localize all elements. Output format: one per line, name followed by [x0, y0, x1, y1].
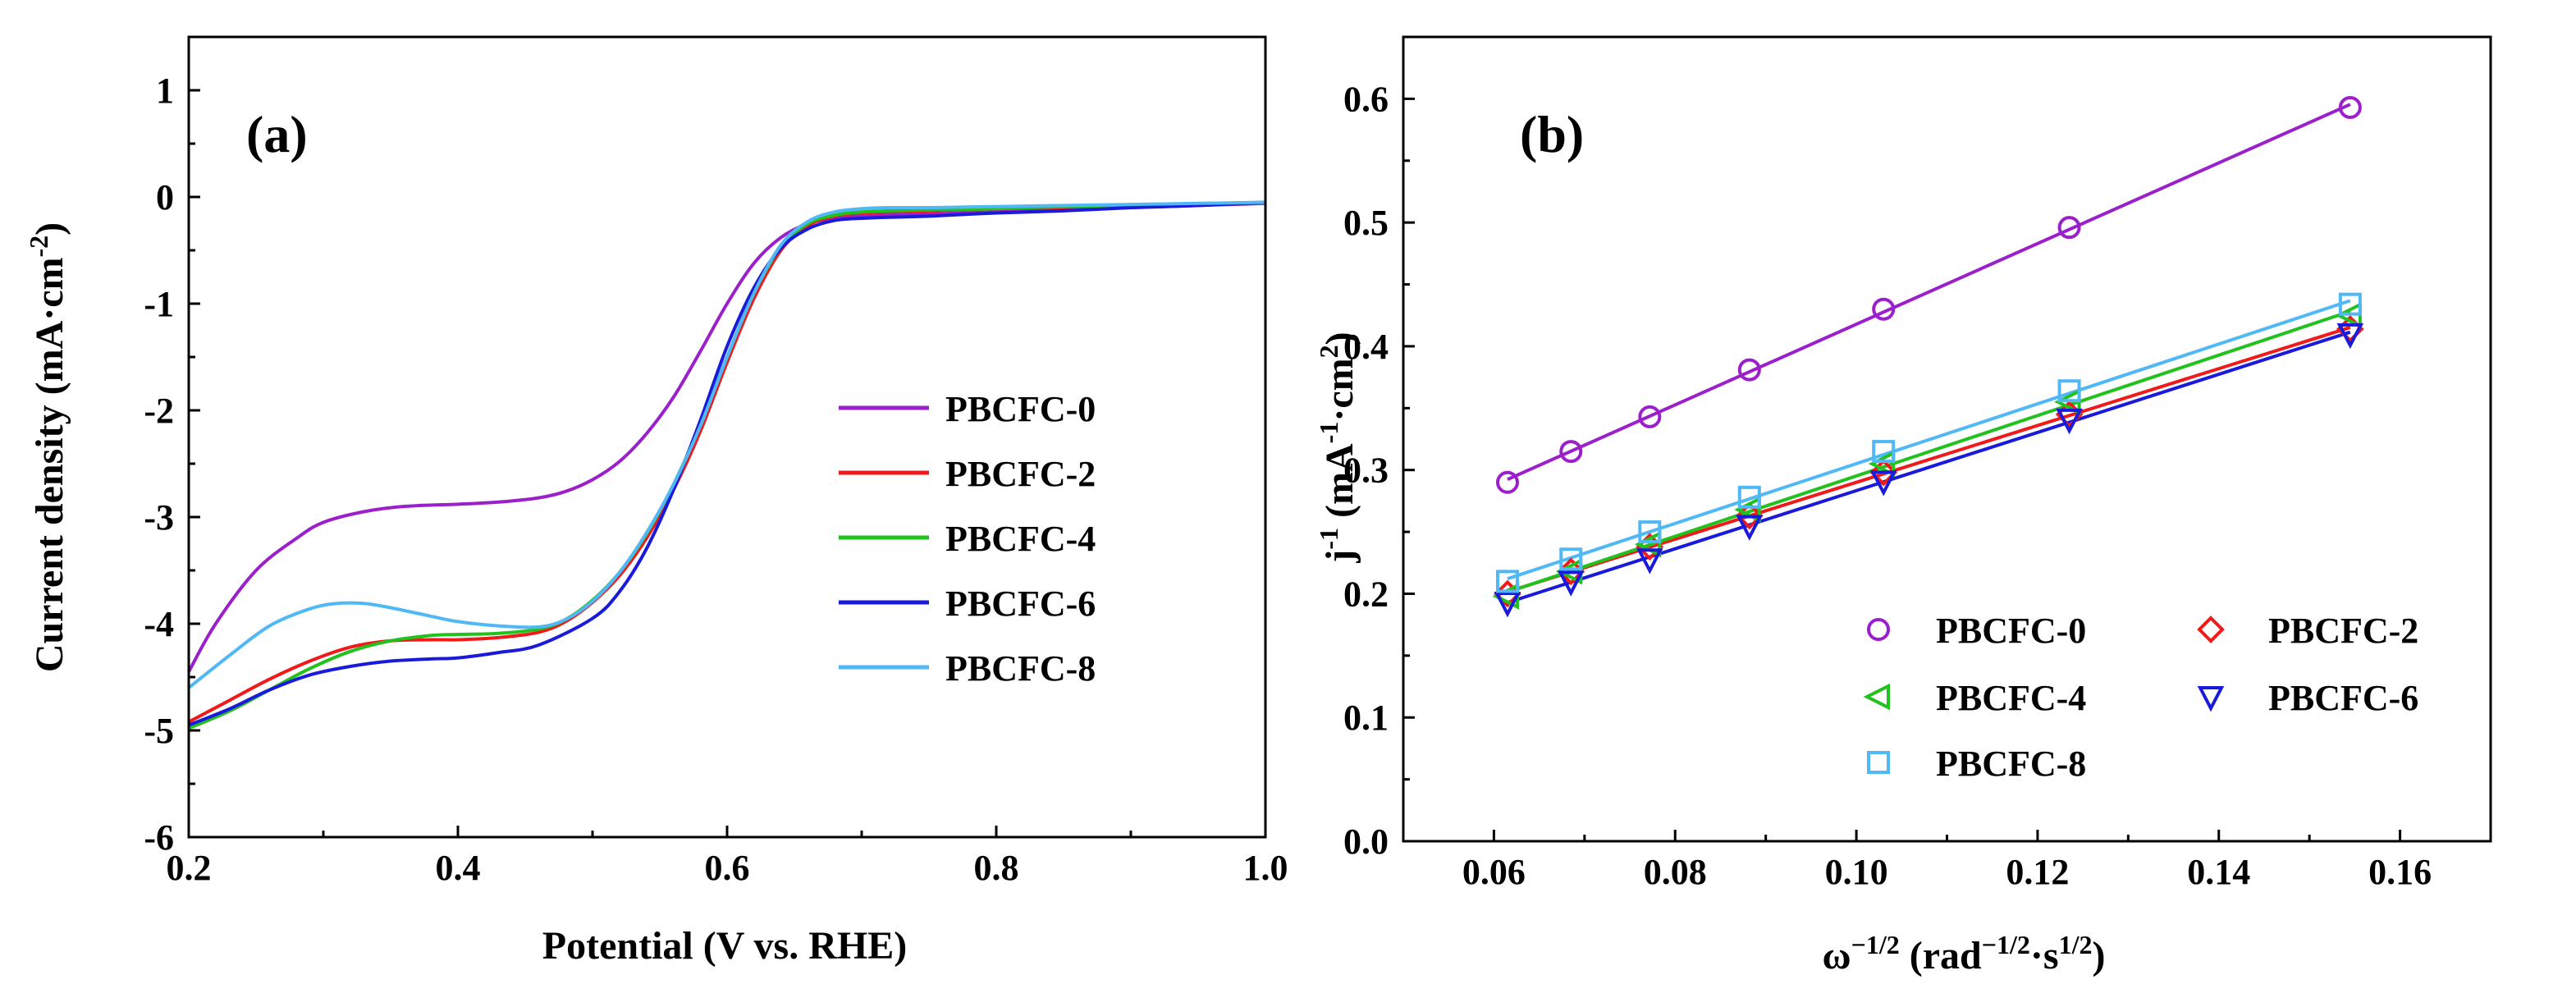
- fit-line-pbcfc-0: [1507, 103, 2351, 482]
- panel-a-lines: [187, 200, 1266, 730]
- fit-line-pbcfc-6: [1507, 330, 2351, 605]
- series-line-pbcfc-6: [188, 200, 1266, 727]
- legend-label: PBCFC-0: [1936, 611, 2086, 651]
- x-tick-label: 0.2: [167, 848, 212, 888]
- data-point-pbcfc-8: [1872, 440, 1896, 464]
- legend-label: PBCFC-8: [945, 648, 1096, 689]
- fit-line-pbcfc-4: [1507, 309, 2351, 594]
- panel-a-label: (a): [246, 105, 308, 163]
- y-tick-label: 0.4: [1343, 327, 1389, 367]
- x-tick-label: 1.0: [1243, 848, 1288, 888]
- data-point-pbcfc-6: [1736, 515, 1764, 541]
- panel-b-koutecky-levich-chart: j-1 (mA-1·cm2) ω−1/2 (rad−1/2·s1/2) (b) …: [1314, 35, 2492, 977]
- data-point-pbcfc-8: [1638, 520, 1662, 544]
- data-point-pbcfc-0: [1737, 358, 1761, 382]
- data-point-pbcfc-0: [1559, 440, 1583, 464]
- panel-b-label: (b): [1520, 105, 1584, 163]
- data-point-pbcfc-6: [1869, 470, 1897, 497]
- data-point-pbcfc-6: [1494, 592, 1521, 618]
- legend-label: PBCFC-6: [945, 584, 1096, 624]
- legend-label: PBCFC-2: [2268, 611, 2418, 651]
- series-line-pbcfc-8: [187, 200, 1266, 689]
- panel-a-y-axis-title: Current density (mA·cm-2): [24, 222, 71, 672]
- x-tick-label: 0.8: [974, 848, 1019, 888]
- data-point-pbcfc-6: [2336, 323, 2364, 350]
- legend-label: PBCFC-0: [945, 389, 1096, 429]
- y-tick-label: -4: [144, 604, 174, 644]
- fit-line-pbcfc-2: [1507, 326, 2351, 593]
- legend-marker: [2197, 686, 2225, 712]
- x-tick-label: 0.16: [2368, 852, 2432, 892]
- data-point-pbcfc-4: [1868, 450, 1896, 478]
- legend-marker: [1863, 683, 1890, 711]
- data-point-pbcfc-0: [2338, 95, 2362, 119]
- panel-a-x-axis-title: Potential (V vs. RHE): [542, 924, 907, 968]
- legend-marker: [1867, 751, 1890, 774]
- y-tick-label: -1: [144, 284, 174, 324]
- y-tick-label: 0.1: [1343, 698, 1389, 738]
- data-point-pbcfc-8: [1559, 547, 1583, 571]
- x-tick-label: 0.12: [2006, 852, 2069, 892]
- data-point-pbcfc-8: [2338, 292, 2362, 316]
- y-tick-label: 0.6: [1343, 79, 1389, 119]
- y-tick-label: 0.5: [1343, 203, 1389, 243]
- x-tick-label: 0.06: [1462, 852, 1526, 892]
- y-tick-label: -2: [144, 391, 174, 431]
- x-tick-label: 0.4: [436, 848, 481, 888]
- data-point-pbcfc-8: [1495, 570, 1519, 593]
- data-point-pbcfc-8: [2057, 379, 2081, 403]
- panel-a-lsv-chart: Current density (mA·cm-2) Potential (V v…: [24, 35, 1288, 968]
- panel-a-frame: [187, 35, 1267, 839]
- data-point-pbcfc-0: [1872, 297, 1896, 321]
- data-point-pbcfc-6: [1636, 548, 1663, 574]
- y-tick-label: -3: [144, 497, 174, 538]
- data-point-pbcfc-6: [1557, 570, 1585, 597]
- y-tick-label: 0: [156, 177, 174, 217]
- series-line-pbcfc-4: [188, 200, 1266, 730]
- y-tick-label: 0.2: [1343, 574, 1389, 614]
- y-tick-label: 0.0: [1343, 822, 1389, 862]
- panel-a-legend: PBCFC-0 PBCFC-2 PBCFC-4 PBCFC-6 PBCFC-8: [839, 389, 1096, 689]
- data-point-pbcfc-4: [1734, 496, 1761, 524]
- panel-b-fit-lines: [1507, 103, 2351, 605]
- x-tick-label: 0.6: [705, 848, 750, 888]
- panel-b-points: [1492, 95, 2364, 618]
- data-point-pbcfc-8: [1737, 485, 1761, 509]
- y-tick-label: 0.3: [1343, 451, 1389, 491]
- panel-b-y-axis-title: j-1 (mA-1·cm2): [1314, 332, 1361, 563]
- fit-line-pbcfc-8: [1507, 299, 2351, 581]
- legend-marker: [1867, 618, 1890, 641]
- legend-label: PBCFC-8: [1936, 744, 2086, 784]
- panel-b-x-axis-title: ω−1/2 (rad−1/2·s1/2): [1823, 930, 2106, 977]
- data-point-pbcfc-0: [1495, 470, 1519, 494]
- legend-label: PBCFC-6: [2268, 678, 2418, 718]
- panel-a-ticks: 0.2 0.4 0.6 0.8 1.0 -6 -5 -4 -3 -2 -1 0 1: [144, 35, 1288, 888]
- y-tick-label: 1: [156, 71, 174, 111]
- x-tick-label: 0.10: [1825, 852, 1888, 892]
- legend-label: PBCFC-2: [945, 454, 1096, 494]
- series-line-pbcfc-2: [188, 200, 1266, 724]
- legend-label: PBCFC-4: [1936, 678, 2086, 718]
- panel-b-frame: [1402, 35, 2492, 843]
- panel-b-legend: PBCFC-0 PBCFC-2 PBCFC-4 PBCFC-6 PBCFC-8: [1863, 611, 2418, 784]
- data-point-pbcfc-0: [2057, 216, 2081, 240]
- legend-marker: [2197, 616, 2225, 643]
- x-tick-label: 0.08: [1644, 852, 1707, 892]
- y-tick-label: -6: [144, 817, 174, 858]
- legend-label: PBCFC-4: [945, 519, 1096, 559]
- y-tick-label: -5: [144, 711, 174, 751]
- data-point-pbcfc-2: [1869, 458, 1898, 487]
- data-point-pbcfc-0: [1638, 405, 1662, 428]
- panel-b-ticks: 0.06 0.08 0.10 0.12 0.14 0.16 0.0 0.1 0.2 0.3 0.4 0…: [1343, 79, 2432, 892]
- data-point-pbcfc-6: [2056, 408, 2083, 435]
- x-tick-label: 0.14: [2187, 852, 2250, 892]
